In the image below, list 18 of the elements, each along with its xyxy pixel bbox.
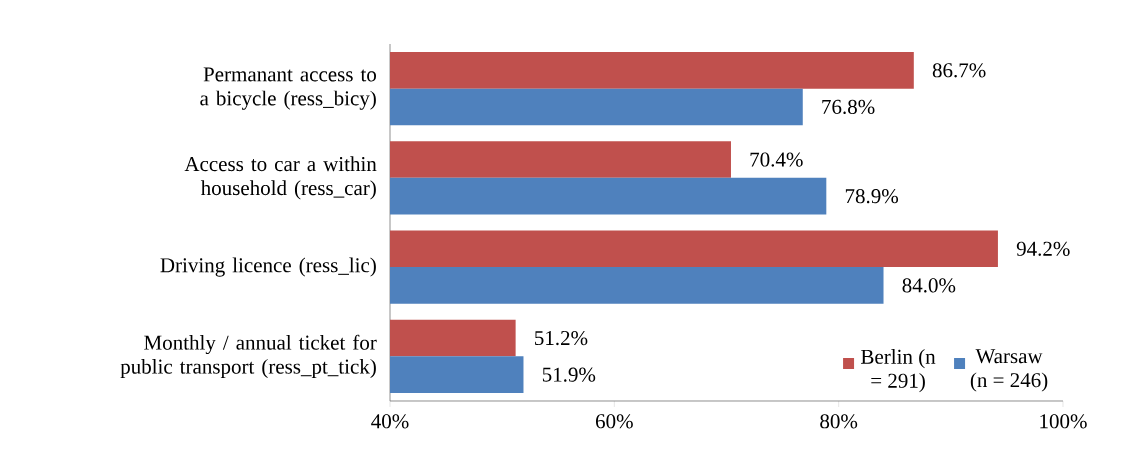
x-tick-label: 80% — [820, 414, 858, 429]
data-label: 86.7% — [932, 63, 986, 78]
data-label: 76.8% — [822, 99, 875, 115]
y-tick-label: Access to car a within household (ress_car) — [184, 156, 377, 200]
legend-label: Berlin (n = 291) — [861, 349, 936, 393]
data-label: 51.2% — [535, 330, 588, 346]
y-tick-label: Permanant access to a bicycle (ress_bicy) — [200, 67, 377, 110]
data-label: 70.4% — [750, 152, 803, 167]
data-label: 78.9% — [845, 189, 899, 204]
y-tick-label: Monthly / annual ticket for public transport (ress_pt_tick) — [120, 334, 377, 378]
data-label: 51.9% — [542, 367, 596, 382]
y-tick-label: Driving licence (ress_lic) — [160, 257, 376, 277]
x-tick-label: 100% — [1040, 414, 1087, 429]
legend-label: Warsaw (n = 246) — [970, 349, 1048, 392]
x-tick-label: 40% — [371, 414, 409, 429]
data-label: 84.0% — [902, 278, 956, 293]
data-label: 94.2% — [1016, 241, 1070, 256]
x-tick-label: 60% — [596, 414, 633, 429]
